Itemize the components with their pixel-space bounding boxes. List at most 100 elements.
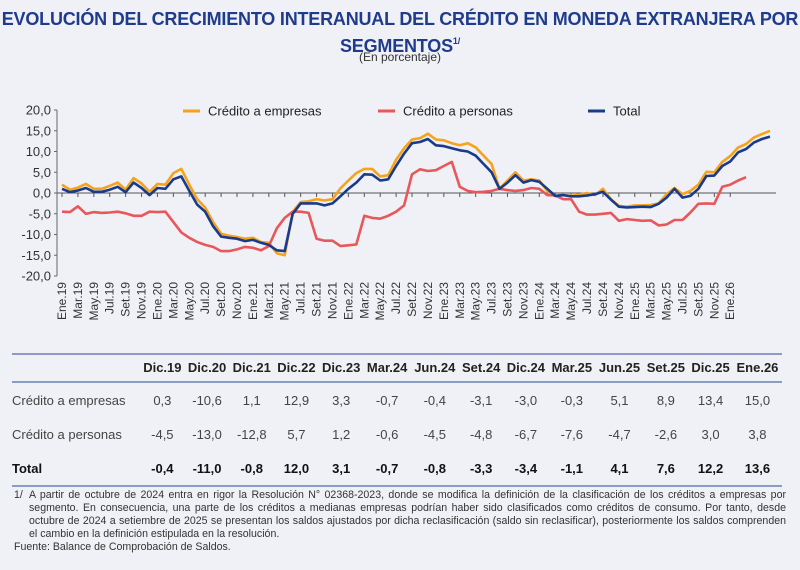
table-cell: -0,7 [375,392,399,408]
row-label: Total [12,460,43,476]
x-tick-label: Jul.23 [485,282,499,314]
table-cell: -4,8 [469,426,493,442]
table-column-header: Dic.21 [232,360,271,375]
x-tick-label: Ene.19 [55,282,69,320]
x-tick-label: Set.19 [119,282,133,317]
x-tick-label: May.22 [373,282,387,321]
footnote-mark: 1/ [14,489,23,501]
table-column-header: Mar.25 [551,360,593,375]
y-tick-label: 5,0 [33,165,51,180]
table-column-header: Jun.25 [598,360,641,375]
table-cell: -4,5 [151,426,174,442]
table-cell: 4,1 [610,460,629,476]
x-tick-label: Jul.25 [675,282,689,314]
table-column-header: Dic.25 [691,360,730,375]
y-axis: 20,0 15,0 10,0 5,0 0,0 -5,0 -10,0 -15,0 -20,0 [21,103,58,284]
legend-item: Total [588,104,641,119]
footnote: 1/ A partir de octubre de 2024 entra en … [14,489,786,541]
chart-title: EVOLUCIÓN DEL CRECIMIENTO INTERANUAL DEL… [0,8,800,57]
table-cell: 12,9 [283,392,310,408]
x-tick-label: Nov.21 [325,282,339,319]
title-line-1: EVOLUCIÓN DEL CRECIMIENTO INTERANUAL DEL… [1,9,799,29]
x-tick-label: Mar.19 [71,282,85,319]
x-tick-label: Nov.23 [516,282,530,319]
legend-item: Crédito a personas [378,104,513,119]
x-tick-label: May.25 [660,282,674,321]
table-cell: -0,6 [375,426,399,442]
x-tick-label: May.20 [182,282,196,321]
table-column-header: Dic.22 [277,360,316,375]
table-column-header: Dic.23 [322,360,361,375]
legend-label: Crédito a personas [403,104,513,119]
x-tick-label: Nov.20 [230,282,244,319]
line-chart: 20,0 15,0 10,0 5,0 0,0 -5,0 -10,0 -15,0 -20,0 En… [21,103,776,321]
x-tick-label: Ene.22 [341,282,355,320]
x-tick-label: Set.25 [691,282,705,317]
y-tick-label: -15,0 [21,248,51,263]
table-cell: 8,9 [656,392,675,408]
table-cell: -3,3 [469,460,493,476]
table-column-header: Dic.24 [506,360,546,375]
table-column-header: Mar.24 [366,360,408,375]
table-column-header: Dic.19 [143,360,182,375]
table-column-header: Ene.26 [736,360,779,375]
table-cell: -7,6 [560,426,584,442]
x-tick-label: Ene.24 [532,282,546,320]
table-cell: -12,8 [236,426,267,442]
x-tick-label: Ene.20 [150,282,164,320]
table-cell: -2,6 [654,426,678,442]
row-label: Crédito a empresas [12,392,126,408]
table-cell: -3,0 [514,392,538,408]
table-cell: 3,8 [748,426,767,442]
series-line-cr-dito-a-personas [61,160,747,253]
x-tick-label: Ene.21 [246,282,260,320]
y-tick-label: -20,0 [21,269,51,284]
x-tick-label: Jul.24 [580,282,594,314]
x-tick-label: Set.21 [310,282,324,317]
series-line-cr-dito-a-empresas [61,129,771,257]
table-cell: 3,0 [701,426,720,442]
data-table: Dic.19 Dic.20 Dic.21 Dic.22 Dic.23 Mar.24 Jun.… [12,353,782,487]
table-cell: -10,6 [192,392,222,408]
x-tick-label: Jul.19 [103,282,117,314]
y-tick-label: 20,0 [26,103,51,118]
table-header-row: Dic.19 Dic.20 Dic.21 Dic.22 Dic.23 Mar.24 Jun.… [12,354,782,382]
x-tick-label: Mar.21 [262,282,276,319]
row-label: Crédito a personas [12,426,122,442]
table-cell: 1,2 [332,426,351,442]
table-cell: -13,0 [192,426,222,442]
table-cell: 3,3 [332,392,351,408]
x-tick-label: Mar.23 [453,282,467,319]
table-cell: -0,3 [560,392,584,408]
table-cell: 3,1 [332,460,351,476]
table-cell: -4,5 [423,426,446,442]
source-note: Fuente: Balance de Comprobación de Saldo… [14,541,231,553]
y-tick-label: -5,0 [29,206,51,221]
x-tick-label: Jul.22 [389,282,403,314]
x-tick-label: Jul.21 [294,282,308,314]
legend-item: Crédito a empresas [183,104,322,119]
table-cell: -0,8 [240,460,263,476]
table-cell: 13,6 [744,460,771,476]
series-line-total [61,135,771,253]
x-tick-label: Nov.22 [421,282,435,319]
table-cell: 5,1 [610,392,629,408]
x-tick-label: Mar.20 [166,282,180,319]
table-cell: 5,7 [287,426,306,442]
table-cell: -4,7 [608,426,631,442]
title-line-2: SEGMENTOS1/ [0,30,800,57]
footnote-text: A partir de octubre de 2024 entra en rig… [29,489,786,540]
table-header-empty [12,354,140,382]
x-tick-label: Ene.25 [628,282,642,320]
title-line-2-text: SEGMENTOS [340,36,453,56]
table-row: Crédito a empresas 0,3 -10,6 1,1 12,9 3,3 -0,7… [12,382,782,417]
y-tick-label: 15,0 [26,123,51,138]
x-tick-label: May.23 [469,282,483,321]
x-tick-label: Set.24 [596,282,610,317]
table-cell: -3,4 [514,460,538,476]
x-tick-label: Set.23 [500,282,514,317]
x-tick-label: Mar.24 [548,282,562,319]
x-axis: Ene.19 Mar.19 May.19 Jul.19 Set.19 Nov.19 Ene.… [55,192,776,321]
x-tick-label: Ene.23 [437,282,451,320]
table-cell: 7,6 [656,460,675,476]
